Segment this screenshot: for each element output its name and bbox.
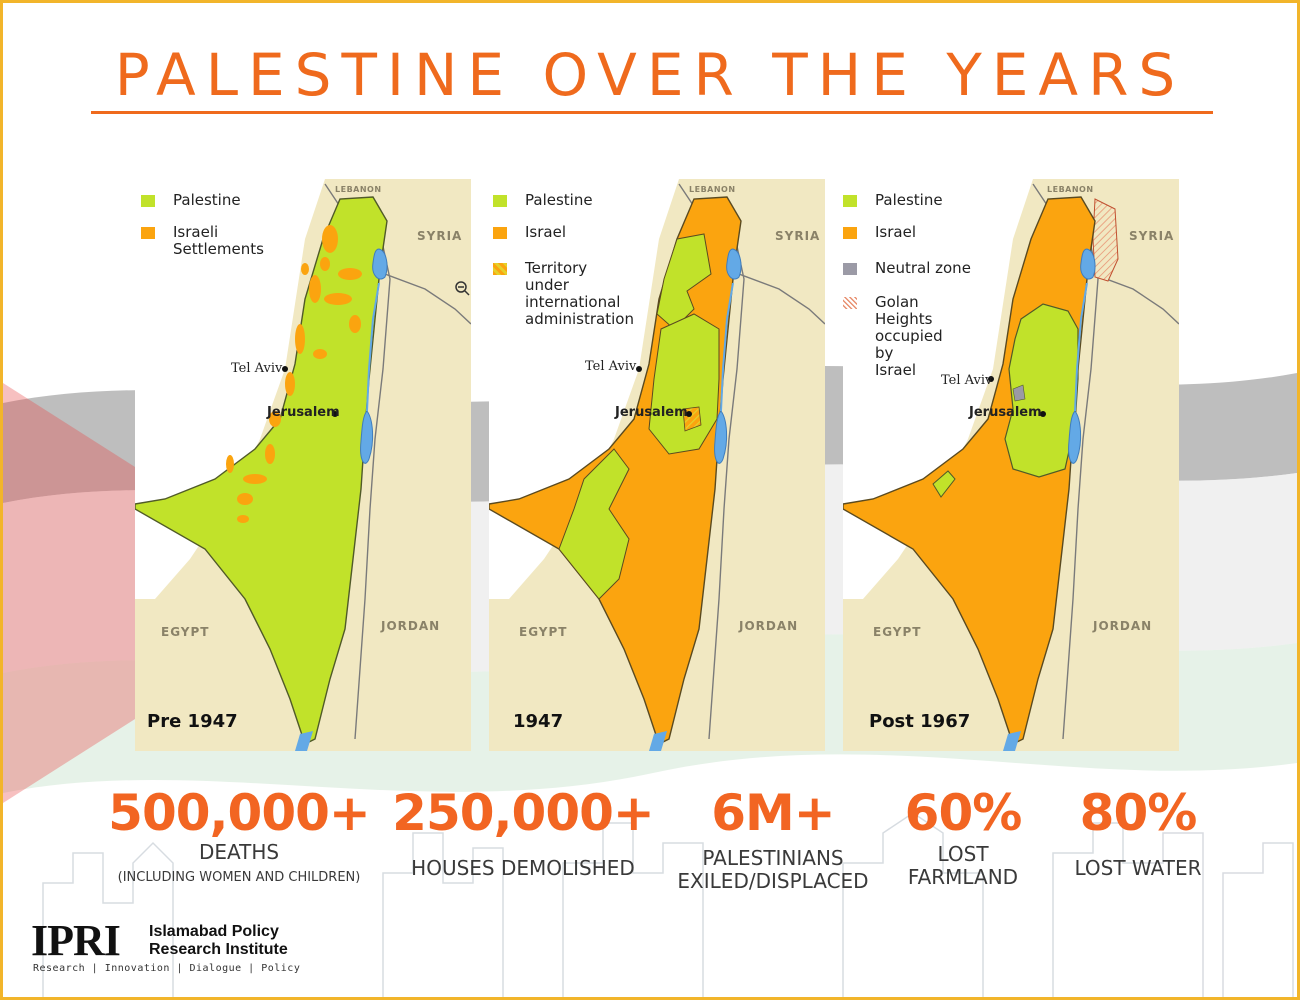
stat-value: 60% — [904, 784, 1023, 842]
dead-sea — [360, 410, 374, 464]
west-bank-region — [1004, 303, 1079, 478]
stat-note: (INCLUDING WOMEN AND CHILDREN) — [117, 870, 361, 885]
jordan-river — [720, 282, 734, 412]
country-label-lebanon: LEBANON — [1047, 185, 1094, 194]
sea-of-galilee — [1080, 248, 1096, 280]
ipri-logo: IPRI Islamabad Policy Research Institute… — [31, 919, 331, 979]
era-label: Pre 1947 — [147, 711, 238, 732]
city-label-tel-aviv: Tel Aviv — [941, 373, 993, 388]
stat-lost-water: 80% LOST WATER — [1058, 785, 1218, 880]
jordan-river — [366, 282, 380, 412]
tel-aviv-dot — [636, 366, 642, 372]
map-pre-1947: Palestine Israeli Settlements LEBANON SY… — [135, 179, 471, 751]
era-label: Post 1967 — [869, 711, 971, 732]
stat-value: 500,000+ — [108, 784, 371, 842]
logo-tagline: Research | Innovation | Dialogue | Polic… — [33, 963, 301, 974]
neutral-zone-swatch — [843, 263, 857, 275]
dead-sea — [1068, 410, 1082, 464]
stat-value: 80% — [1079, 784, 1198, 842]
city-skyline — [42, 812, 1294, 997]
country-label-jordan: JORDAN — [1093, 619, 1153, 633]
palestine-swatch — [843, 195, 857, 207]
zoom-out-icon — [455, 281, 470, 296]
jerusalem-dot — [1040, 411, 1046, 417]
country-label-syria: SYRIA — [775, 229, 821, 243]
country-label-syria: SYRIA — [417, 229, 463, 243]
country-label-egypt: EGYPT — [519, 625, 568, 639]
palestine-swatch — [493, 195, 507, 207]
jerusalem-dot — [332, 411, 338, 417]
city-label-jerusalem: Jerusalem — [969, 405, 1042, 420]
map-post-1967: Palestine Israel Neutral zone Golan Heig… — [843, 179, 1179, 751]
sea-of-galilee — [372, 248, 388, 280]
jordan-river — [1074, 282, 1088, 412]
logo-mark: IPRI — [31, 916, 121, 965]
era-label: 1947 — [513, 711, 564, 732]
city-label-jerusalem: Jerusalem — [615, 405, 688, 420]
palestine-region-central — [648, 313, 720, 455]
stat-value: 6M+ — [711, 784, 835, 842]
stat-palestinians-displaced: 6M+ PALESTINIANS EXILED/DISPLACED — [663, 785, 883, 893]
international-territory-swatch — [493, 263, 507, 275]
israel-swatch — [843, 227, 857, 239]
stat-lost-farmland: 60% LOST FARMLAND — [888, 785, 1038, 889]
golan-heights-swatch — [843, 297, 857, 309]
stat-label: LOST FARMLAND — [907, 842, 1019, 889]
country-label-jordan: JORDAN — [381, 619, 441, 633]
map-1947: Palestine Israel Territory under interna… — [489, 179, 825, 751]
country-label-lebanon: LEBANON — [689, 185, 736, 194]
stat-houses-demolished: 250,000+ HOUSES DEMOLISHED — [388, 785, 658, 880]
red-sea-tip — [649, 731, 667, 751]
israel-swatch — [493, 227, 507, 239]
city-label-tel-aviv: Tel Aviv — [231, 361, 283, 376]
palestine-region-coastal — [558, 448, 630, 600]
country-label-egypt: EGYPT — [161, 625, 210, 639]
tel-aviv-dot — [282, 366, 288, 372]
palestine-swatch — [141, 195, 155, 207]
page-title: PALESTINE OVER THE YEARS — [114, 41, 1186, 109]
neutral-zone-region — [1012, 384, 1026, 402]
country-label-jordan: JORDAN — [739, 619, 799, 633]
red-sea-tip — [1003, 731, 1021, 751]
israeli-settlement-patches — [226, 225, 362, 523]
city-label-jerusalem: Jerusalem — [267, 405, 340, 420]
dead-sea — [714, 410, 728, 464]
sea-of-galilee — [726, 248, 742, 280]
stat-value: 250,000+ — [392, 784, 655, 842]
stat-label: DEATHS — [198, 840, 280, 864]
red-sea-tip — [295, 731, 313, 751]
tel-aviv-dot — [988, 376, 994, 382]
title-underline — [91, 111, 1213, 114]
country-label-egypt: EGYPT — [873, 625, 922, 639]
palestine-region-north — [656, 233, 712, 330]
stat-deaths: 500,000+ DEATHS (INCLUDING WOMEN AND CHI… — [103, 785, 375, 885]
country-label-lebanon: LEBANON — [335, 185, 382, 194]
country-label-syria: SYRIA — [1129, 229, 1175, 243]
logo-name: Islamabad Policy Research Institute — [149, 923, 288, 958]
stat-label: LOST WATER — [1074, 856, 1202, 880]
stat-label: HOUSES DEMOLISHED — [411, 856, 635, 880]
jerusalem-dot — [686, 411, 692, 417]
gaza-strip-region — [932, 470, 956, 498]
stat-label: PALESTINIANS EXILED/DISPLACED — [677, 846, 869, 893]
settlements-swatch — [141, 227, 155, 239]
city-label-tel-aviv: Tel Aviv — [585, 359, 637, 374]
